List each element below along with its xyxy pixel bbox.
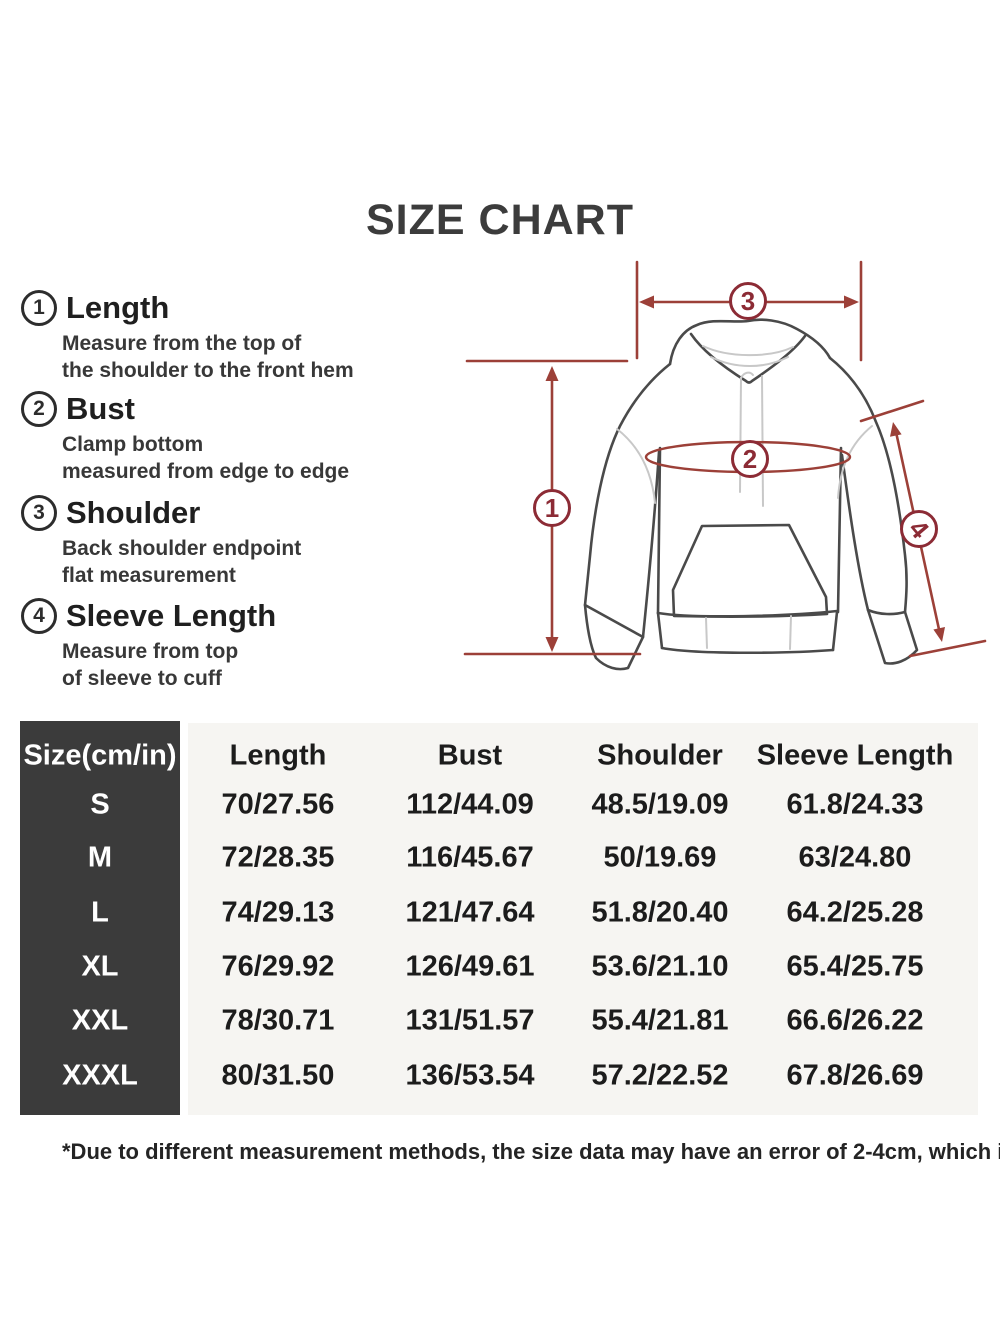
size-cell: XXXL: [62, 1059, 138, 1092]
marker-circle-2: [731, 440, 769, 478]
value-cell: 126/49.61: [405, 950, 535, 983]
value-cell: 65.4/25.75: [786, 950, 924, 983]
marker-label-1: 1: [545, 493, 559, 523]
value-cell: 64.2/25.28: [786, 896, 924, 929]
table-header-sleeve: Sleeve Length: [756, 739, 954, 772]
value-cell: 61.8/24.33: [786, 788, 924, 821]
value-cell: 72/28.35: [221, 841, 335, 874]
value-cell: 116/45.67: [406, 841, 534, 874]
value-cell: 57.2/22.52: [591, 1059, 729, 1092]
size-cell: M: [87, 841, 113, 874]
size-cell: XXL: [71, 1004, 129, 1037]
measurement-annotations: [463, 260, 987, 658]
table-header-length: Length: [229, 739, 327, 772]
size-cell: S: [90, 788, 110, 821]
value-cell: 66.6/26.22: [786, 1004, 924, 1037]
value-cell: 131/51.57: [405, 1004, 535, 1037]
value-cell: 76/29.92: [221, 950, 335, 983]
size-table-body-background: [188, 723, 978, 1115]
size-table-dark-column: [20, 721, 180, 1115]
page-title: SIZE CHART: [366, 196, 634, 244]
hoodie-measurement-diagram: 1 2 3 4: [463, 260, 987, 671]
instruction-item-shoulder: 3 Shoulder Back shoulder endpoint flat m…: [21, 494, 301, 589]
value-cell: 121/47.64: [405, 896, 535, 929]
instruction-description-sleeve-length: Measure from top of sleeve to cuff: [62, 640, 239, 690]
instruction-item-bust: 2 Bust Clamp bottom measured from edge t…: [21, 390, 349, 485]
measure-markers: 1 2 3 4: [533, 282, 938, 548]
value-cell: 63/24.80: [798, 841, 912, 874]
marker-circle-1: [533, 489, 571, 527]
instruction-heading-sleeve-length: Sleeve Length: [66, 598, 277, 633]
instruction-description-length: Measure from the top of the shoulder to …: [62, 332, 354, 382]
value-cell: 55.4/21.81: [591, 1004, 729, 1037]
instruction-heading-length: Length: [66, 290, 170, 325]
marker-label-3: 3: [741, 286, 755, 316]
marker-circle-3: [729, 282, 767, 320]
value-cell: 112/44.09: [406, 788, 534, 821]
arrowheads: [545, 295, 945, 652]
value-cell: 67.8/26.69: [786, 1059, 924, 1092]
value-cell: 53.6/21.10: [591, 950, 729, 983]
instruction-description-bust: Clamp bottom measured from edge to edge: [62, 433, 350, 483]
instruction-number-badge-3: 3: [21, 495, 57, 531]
sleeve-tick-top: [859, 399, 925, 423]
footnote: *Due to different measurement methods, t…: [62, 1139, 1000, 1164]
instruction-number-badge-2: 2: [21, 391, 57, 427]
size-cell: L: [91, 896, 109, 929]
instruction-heading-shoulder: Shoulder: [66, 495, 201, 530]
value-cell: 48.5/19.09: [591, 788, 729, 821]
marker-circle-4: [900, 510, 938, 548]
instruction-item-length: 1 Length Measure from the top of the sho…: [21, 289, 354, 384]
instruction-number-badge-1: 1: [21, 290, 57, 326]
hoodie-inner-lines: [616, 345, 873, 650]
table-header-shoulder: Shoulder: [597, 739, 723, 772]
value-cell: 70/27.56: [221, 788, 335, 821]
value-cell: 74/29.13: [221, 896, 335, 929]
value-cell: 136/53.54: [405, 1059, 535, 1092]
instruction-item-sleeve-length: 4 Sleeve Length Measure from top of slee…: [21, 597, 276, 692]
value-cell: 50/19.69: [603, 841, 717, 874]
size-cell: XL: [81, 950, 119, 983]
instruction-number-badge-4: 4: [21, 598, 57, 634]
instruction-description-shoulder: Back shoulder endpoint flat measurement: [62, 537, 302, 587]
hoodie-outline: [583, 318, 919, 671]
table-header-bust: Bust: [437, 739, 503, 772]
table-header-size: Size(cm/in): [23, 739, 177, 772]
marker-label-2: 2: [743, 444, 757, 474]
value-cell: 78/30.71: [221, 1004, 335, 1037]
value-cell: 80/31.50: [221, 1059, 335, 1092]
sleeve-tick-bottom: [908, 639, 987, 658]
value-cell: 51.8/20.40: [591, 896, 729, 929]
instruction-heading-bust: Bust: [66, 391, 135, 426]
